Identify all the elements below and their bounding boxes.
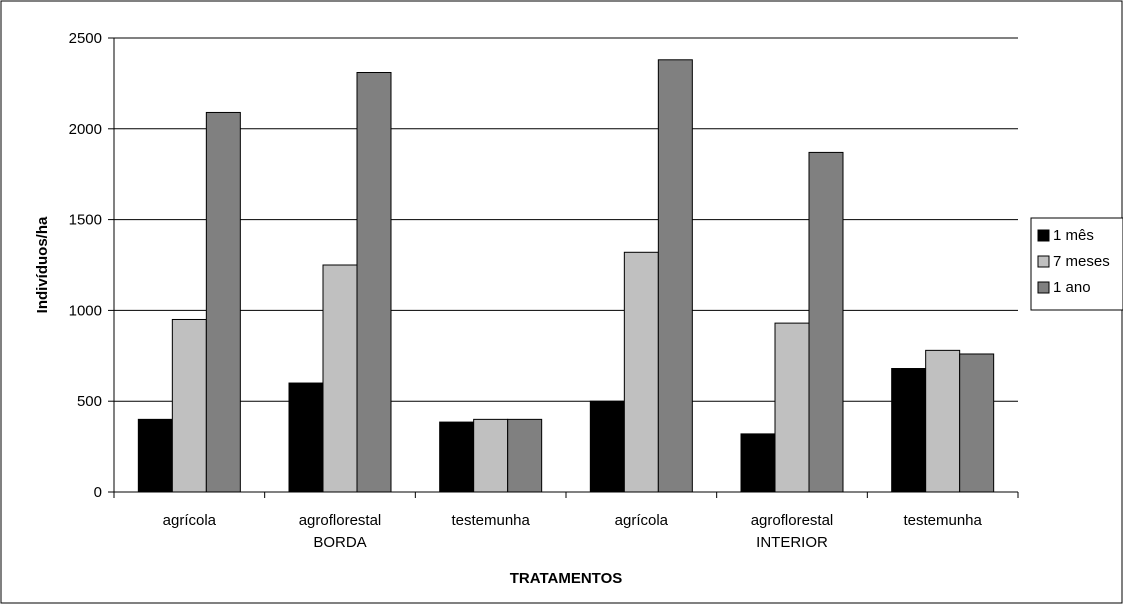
y-tick-label: 0 [94, 484, 102, 501]
bar [892, 369, 926, 492]
bar [206, 112, 240, 492]
bar [289, 383, 323, 492]
bar [809, 152, 843, 492]
bar [323, 265, 357, 492]
x-group-label: INTERIOR [756, 534, 828, 551]
bar [775, 323, 809, 492]
y-tick-label: 2500 [69, 30, 102, 47]
y-tick-label: 500 [77, 393, 102, 410]
legend-swatch [1038, 230, 1049, 241]
x-category-label: agroflorestal [751, 512, 834, 529]
bar [624, 252, 658, 492]
legend-swatch [1038, 256, 1049, 267]
bar [474, 419, 508, 492]
x-axis-title: TRATAMENTOS [510, 570, 623, 587]
y-tick-label: 1500 [69, 212, 102, 229]
bar [960, 354, 994, 492]
bar [138, 419, 172, 492]
x-category-label: agrícola [615, 512, 669, 529]
legend-swatch [1038, 282, 1049, 293]
bar [172, 319, 206, 492]
bar [440, 422, 474, 492]
legend-label: 1 mês [1053, 227, 1094, 244]
x-category-label: testemunha [903, 512, 982, 529]
bar [357, 73, 391, 492]
bar [508, 419, 542, 492]
x-group-label: BORDA [313, 534, 366, 551]
y-tick-label: 2000 [69, 121, 102, 138]
legend: 1 mês 7 meses 1 ano [1031, 218, 1123, 310]
bar [590, 401, 624, 492]
bar [926, 350, 960, 492]
y-axis-title: Indivíduos/ha [34, 216, 51, 313]
x-category-label: agrícola [163, 512, 217, 529]
legend-label: 7 meses [1053, 253, 1110, 270]
legend-label: 1 ano [1053, 279, 1091, 296]
bar [741, 434, 775, 492]
y-tick-label: 1000 [69, 302, 102, 319]
x-category-label: agroflorestal [299, 512, 382, 529]
bar [658, 60, 692, 492]
x-category-label: testemunha [451, 512, 530, 529]
